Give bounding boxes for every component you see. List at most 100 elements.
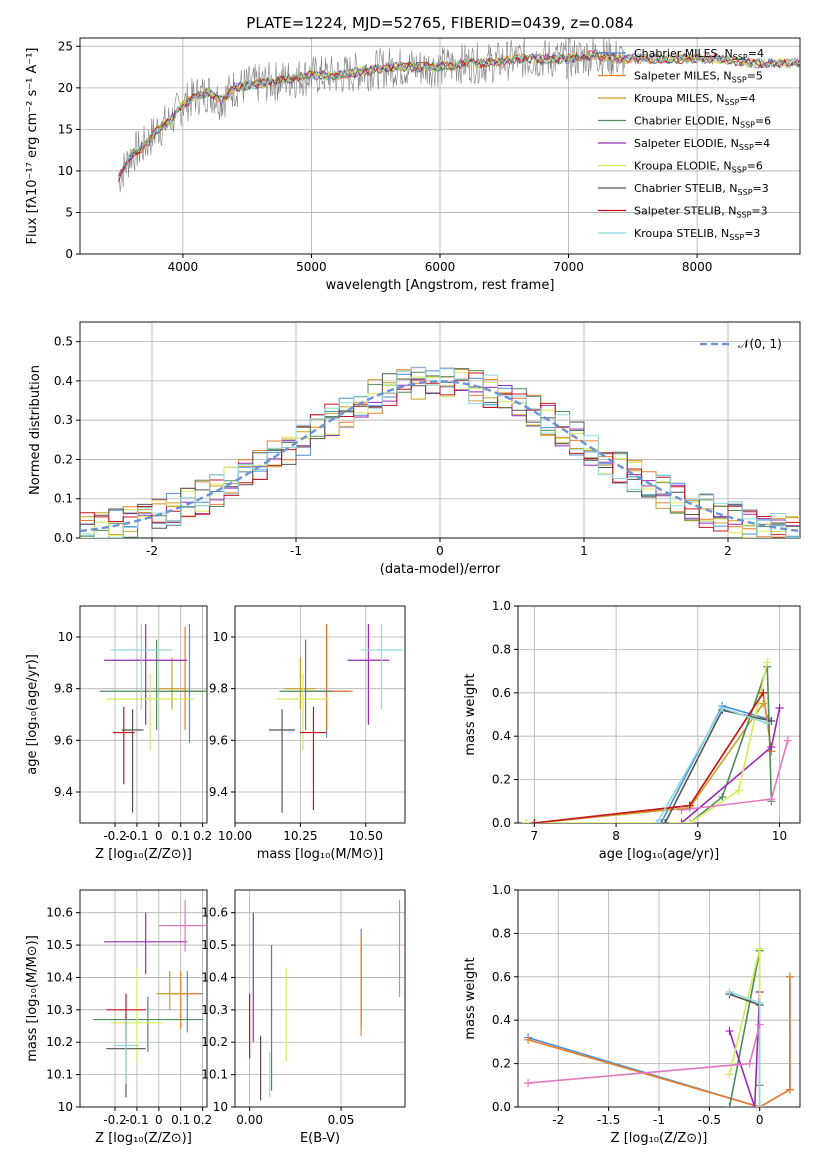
legend-entry: Salpeter STELIB, NSSP=3 <box>634 205 768 220</box>
y-tick-label: 9.6 <box>54 733 73 747</box>
y-tick-label: 0.1 <box>54 492 73 506</box>
y-tick-label: 10.5 <box>201 938 228 952</box>
x-tick-label: 7000 <box>553 260 584 274</box>
axes-frame <box>517 605 801 824</box>
plot-area-residuals <box>80 366 800 538</box>
panel-spectrum: 4000 5000 6000 7000 8000 0 5 10 15 20 25 wavelength… <box>25 37 801 293</box>
x-tick-label: 0.2 <box>193 1113 212 1127</box>
mass-weight-marker <box>718 792 727 801</box>
x-tick-label: 10.50 <box>349 829 383 843</box>
legend-label: Kroupa MILES, N <box>634 92 724 105</box>
y-axis-label: Flux [fλ10⁻¹⁷ erg cm⁻² s⁻¹ A⁻¹] <box>25 48 40 245</box>
legend-subscript: SSP <box>729 233 744 242</box>
histogram-step-line <box>80 372 800 538</box>
x-tick-label: 2 <box>724 544 732 558</box>
axes-frame <box>79 37 801 255</box>
x-tick-label: 0.2 <box>193 829 212 843</box>
x-axis-label: Z [log₁₀(Z/Z⊙)] <box>95 1131 192 1146</box>
mass-weight-marker <box>750 1103 759 1107</box>
axes-frame <box>79 321 801 539</box>
legend-suffix: =3 <box>744 227 760 240</box>
y-axis-label: age [log₁₀(age/yr)] <box>25 654 40 775</box>
panel-mass-vs-Z: -0.2-0.1 0 0.1 0.2 10 10.1 10.2 10.3 10.4 10.5 10.… <box>25 889 212 1146</box>
x-tick-label: 0 <box>756 1113 764 1127</box>
y-tick-label: 10 <box>213 630 228 644</box>
y-tick-label: 10.2 <box>46 1035 73 1049</box>
y-tick-label: 0.4 <box>492 1013 511 1027</box>
legend-entry: Kroupa MILES, NSSP=4 <box>634 92 756 107</box>
x-tick-label: 8000 <box>682 260 713 274</box>
x-tick-label: 8 <box>612 829 620 843</box>
mass-weight-marker <box>755 1020 764 1029</box>
observed-spectrum-line <box>118 38 625 193</box>
x-tick-label: 0 <box>155 829 163 843</box>
legend-label: Kroupa STELIB, N <box>634 227 729 240</box>
plot-area-mass-weight-vs-Z <box>524 944 794 1107</box>
y-tick-label: 10.4 <box>201 970 228 984</box>
x-tick-label: -2 <box>146 544 158 558</box>
legend-subscript: SSP <box>733 53 748 62</box>
mass-weight-marker <box>755 998 764 1007</box>
x-axis-label: E(B-V) <box>300 1131 340 1146</box>
mass-weight-marker <box>734 786 743 795</box>
mass-weight-marker <box>652 819 661 823</box>
legend-subscript: SSP <box>738 188 753 197</box>
y-tick-label: 10 <box>58 1100 73 1114</box>
plot-area-mass-vs-ebv <box>249 899 401 1101</box>
y-tick-label: 10 <box>58 164 73 178</box>
x-tick-label: 5000 <box>296 260 327 274</box>
mass-weight-marker <box>759 688 768 697</box>
x-tick-label: -0.1 <box>125 1113 148 1127</box>
panel-mass-weight-vs-age: 7 8 9 10 0.0 0.2 0.4 0.6 0.8 1.0 age [log₁₀(age/yr… <box>463 599 801 862</box>
histogram-step-line <box>80 366 800 538</box>
y-tick-label: 10.1 <box>201 1068 228 1082</box>
x-tick-label: 4000 <box>168 260 199 274</box>
x-tick-label: -1 <box>653 1113 665 1127</box>
x-tick-label: 6000 <box>425 260 456 274</box>
y-tick-label: 10.4 <box>46 970 73 984</box>
y-tick-label: 0.6 <box>492 970 511 984</box>
legend-label: Kroupa ELODIE, N <box>634 160 732 173</box>
mass-weight-marker <box>677 805 686 814</box>
y-tick-label: 1.0 <box>492 599 511 613</box>
legend-suffix: =4 <box>754 137 770 150</box>
x-tick-label: -0.2 <box>103 829 126 843</box>
x-tick-label: -0.2 <box>103 1113 126 1127</box>
legend-subscript: SSP <box>732 166 747 175</box>
y-axis-label: mass weight <box>463 957 478 1039</box>
legend-subscript: SSP <box>740 121 755 130</box>
legend-subscript: SSP <box>739 143 754 152</box>
legend-entry: Kroupa ELODIE, NSSP=6 <box>634 160 763 175</box>
legend-entry: Chabrier STELIB, NSSP=3 <box>634 182 769 197</box>
mass-weight-line <box>528 1024 761 1084</box>
mass-weight-marker <box>755 1103 764 1107</box>
y-tick-label: 0 <box>65 247 73 261</box>
y-tick-label: 20 <box>58 81 73 95</box>
mass-weight-marker <box>783 736 792 745</box>
mass-weight-marker <box>725 1027 734 1036</box>
mass-weight-line <box>534 703 764 823</box>
x-tick-label: 10.00 <box>218 829 252 843</box>
y-tick-label: 0.5 <box>54 335 73 349</box>
legend-label: Chabrier ELODIE, N <box>634 115 740 128</box>
legend-suffix: =3 <box>751 205 767 218</box>
legend-suffix: =5 <box>747 70 763 83</box>
mass-weight-marker <box>725 1103 734 1107</box>
legend-suffix: =3 <box>753 182 769 195</box>
x-tick-label: -1 <box>290 544 302 558</box>
plot-area-spectrum <box>118 38 800 193</box>
mass-weight-marker <box>725 1070 734 1079</box>
axes-frame <box>79 889 208 1108</box>
x-tick-label: -0.5 <box>698 1113 721 1127</box>
legend-entry: Kroupa STELIB, NSSP=3 <box>634 227 760 242</box>
legend-suffix: =4 <box>748 47 764 60</box>
legend-label: Chabrier STELIB, N <box>634 182 738 195</box>
gaussian-curve <box>80 380 800 533</box>
y-tick-label: 0.8 <box>492 926 511 940</box>
legend-label: Salpeter ELODIE, N <box>634 137 739 150</box>
mass-weight-marker <box>524 1079 533 1088</box>
mass-weight-marker <box>677 819 686 823</box>
mass-weight-marker <box>775 703 784 712</box>
y-tick-label: 0.2 <box>54 452 73 466</box>
